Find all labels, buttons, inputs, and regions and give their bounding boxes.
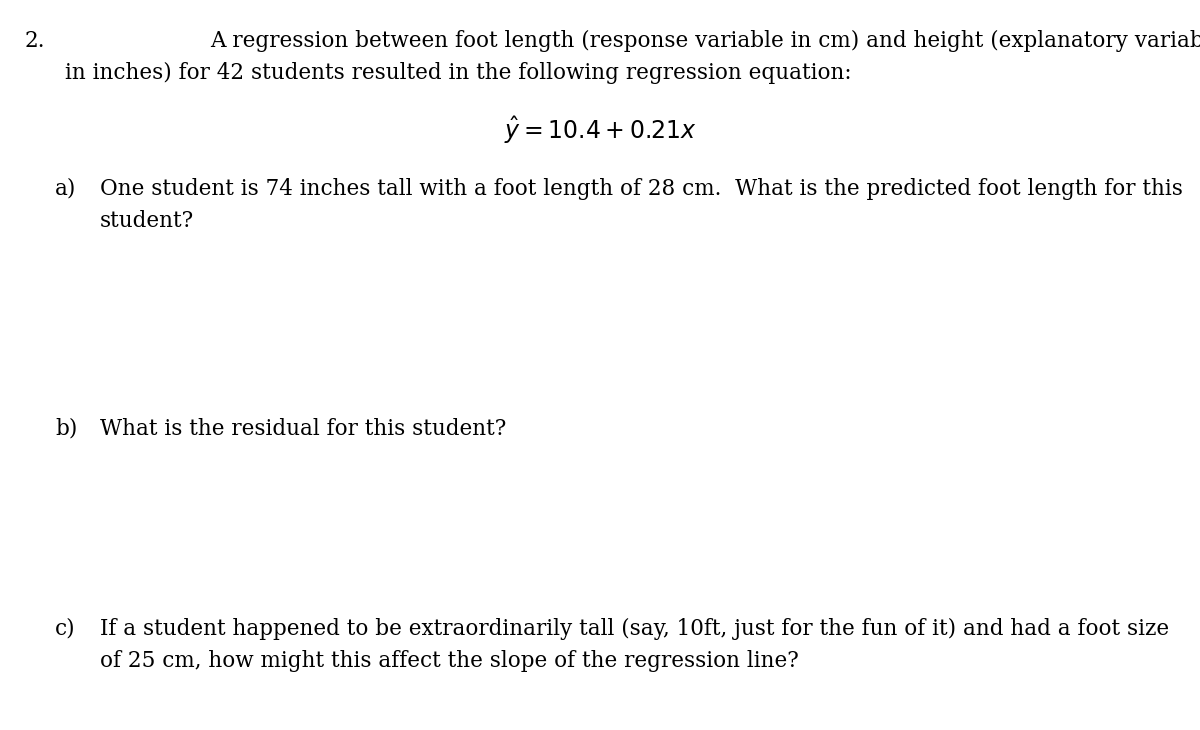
Text: What is the residual for this student?: What is the residual for this student? [100, 418, 506, 440]
Text: in inches) for 42 students resulted in the following regression equation:: in inches) for 42 students resulted in t… [65, 62, 852, 84]
Text: $\hat{y} = 10.4 + 0.21x$: $\hat{y} = 10.4 + 0.21x$ [504, 115, 696, 147]
Text: c): c) [55, 618, 76, 640]
Text: of 25 cm, how might this affect the slope of the regression line?: of 25 cm, how might this affect the slop… [100, 650, 799, 672]
Text: A regression between foot length (response variable in cm) and height (explanato: A regression between foot length (respon… [210, 30, 1200, 52]
Text: a): a) [55, 178, 77, 200]
Text: 2.: 2. [25, 30, 46, 52]
Text: One student is 74 inches tall with a foot length of 28 cm.  What is the predicte: One student is 74 inches tall with a foo… [100, 178, 1183, 200]
Text: b): b) [55, 418, 77, 440]
Text: If a student happened to be extraordinarily tall (say, 10ft, just for the fun of: If a student happened to be extraordinar… [100, 618, 1169, 640]
Text: student?: student? [100, 210, 194, 232]
